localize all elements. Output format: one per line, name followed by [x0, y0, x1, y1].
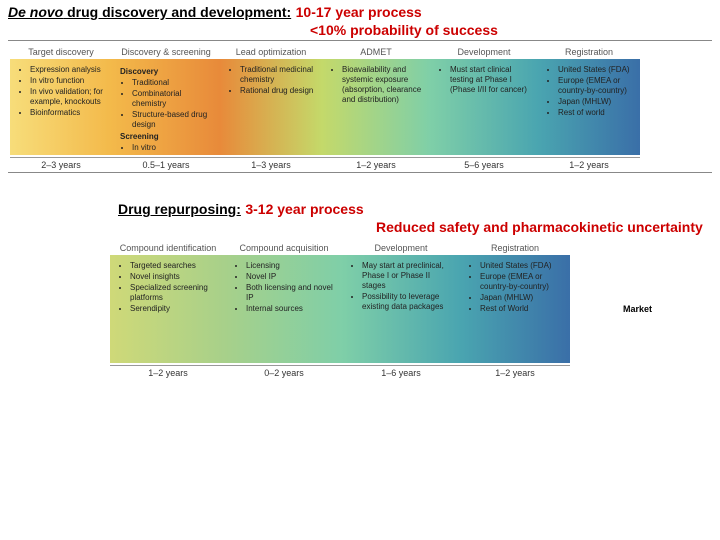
repurposing-label: Drug repurposing: [118, 201, 241, 217]
stage-header: Registration [538, 47, 640, 59]
stage-duration: 1–6 years [342, 365, 460, 378]
section1-title: De novo drug discovery and development: … [0, 0, 720, 40]
stage-bullet: In vitro [132, 143, 214, 153]
stage-bullet: In vivo validation; for example, knockou… [30, 87, 106, 107]
pipeline-stage: DiscoveryTraditionalCombinatorial chemis… [112, 59, 220, 155]
repurposing-sub: Reduced safety and pharmacokinetic uncer… [118, 219, 720, 235]
stage-duration: 2–3 years [10, 157, 112, 170]
pipeline-stage: Traditional medicinal chemistryRational … [220, 59, 322, 155]
stage-bullet: Licensing [246, 261, 336, 271]
stage-bullet: United States (FDA) [558, 65, 634, 75]
stage-bullet: Bioinformatics [30, 108, 106, 118]
pipeline-stage: United States (FDA)Europe (EMEA or count… [460, 255, 570, 363]
title-prefix: De novo drug discovery and development: [8, 4, 291, 20]
stage-header: ADMET [322, 47, 430, 59]
stage-duration: 1–2 years [110, 365, 226, 378]
stage-header: Compound identification [110, 243, 226, 255]
stage-header: Development [342, 243, 460, 255]
stage-bullet: Traditional medicinal chemistry [240, 65, 316, 85]
market-label: Market [623, 304, 652, 314]
stage-bullet: Novel IP [246, 272, 336, 282]
stage-bullet: Both licensing and novel IP [246, 283, 336, 303]
pipeline-stage: May start at preclinical, Phase I or Pha… [342, 255, 460, 363]
stage-duration: 0–2 years [226, 365, 342, 378]
stage-header: Lead optimization [220, 47, 322, 59]
stage-bullet: Japan (MHLW) [480, 293, 564, 303]
stage-bullet: Structure-based drug design [132, 110, 214, 130]
pipeline-stage: Targeted searchesNovel insightsSpecializ… [110, 255, 226, 363]
stage-bullet: Traditional [132, 78, 214, 88]
stage-bullet: Specialized screening platforms [130, 283, 220, 303]
stage-header: Discovery & screening [112, 47, 220, 59]
section2-title: Drug repurposing: 3-12 year process Redu… [0, 201, 720, 235]
stage-duration: 5–6 years [430, 157, 538, 170]
divider [8, 40, 712, 41]
repurposing-years: 3-12 year process [245, 201, 363, 217]
pipeline-stage: Bioavailability and systemic exposure (a… [322, 59, 430, 155]
stage-duration: 0.5–1 years [112, 157, 220, 170]
stage-bullet: Europe (EMEA or country-by-country) [558, 76, 634, 96]
stage-bullet: Must start clinical testing at Phase I (… [450, 65, 532, 95]
stage-duration: 1–2 years [460, 365, 570, 378]
stage-duration: 1–3 years [220, 157, 322, 170]
title-years: 10-17 year process [296, 4, 422, 20]
stage-bullet: Ex vivo and in vivo [132, 154, 214, 155]
stage-bullet: Targeted searches [130, 261, 220, 271]
stage-duration: 1–2 years [322, 157, 430, 170]
pipeline-stage: Must start clinical testing at Phase I (… [430, 59, 538, 155]
stage-bullet: Rational drug design [240, 86, 316, 96]
pipeline-stage: Expression analysisIn vitro functionIn v… [10, 59, 112, 155]
stage-bullet: May start at preclinical, Phase I or Pha… [362, 261, 454, 291]
stage-bullet: Japan (MHLW) [558, 97, 634, 107]
stage-bullet: Rest of World [480, 304, 564, 314]
stage-bullet: In vitro function [30, 76, 106, 86]
pipeline-stage: United States (FDA)Europe (EMEA or count… [538, 59, 640, 155]
stage-header: Target discovery [10, 47, 112, 59]
stage-bullet: Expression analysis [30, 65, 106, 75]
stage-bullet: Europe (EMEA or country-by-country) [480, 272, 564, 292]
stage-bullet: Possibility to leverage existing data pa… [362, 292, 454, 312]
stage-bullet: Rest of world [558, 108, 634, 118]
stage-bullet: Novel insights [130, 272, 220, 282]
divider [8, 172, 712, 173]
stage-bullet: Serendipity [130, 304, 220, 314]
stage-bullet: United States (FDA) [480, 261, 564, 271]
pipeline-denovo: Target discoveryDiscovery & screeningLea… [10, 47, 710, 170]
title-sub: <10% probability of success [8, 22, 712, 38]
stage-header: Development [430, 47, 538, 59]
pipeline-repurposing: Compound identificationCompound acquisit… [110, 243, 610, 378]
pipeline-stage: LicensingNovel IPBoth licensing and nove… [226, 255, 342, 363]
stage-header: Compound acquisition [226, 243, 342, 255]
stage-header: Registration [460, 243, 570, 255]
stage-duration: 1–2 years [538, 157, 640, 170]
stage-bullet: Combinatorial chemistry [132, 89, 214, 109]
stage-bullet: Internal sources [246, 304, 336, 314]
stage-bullet: Bioavailability and systemic exposure (a… [342, 65, 424, 105]
